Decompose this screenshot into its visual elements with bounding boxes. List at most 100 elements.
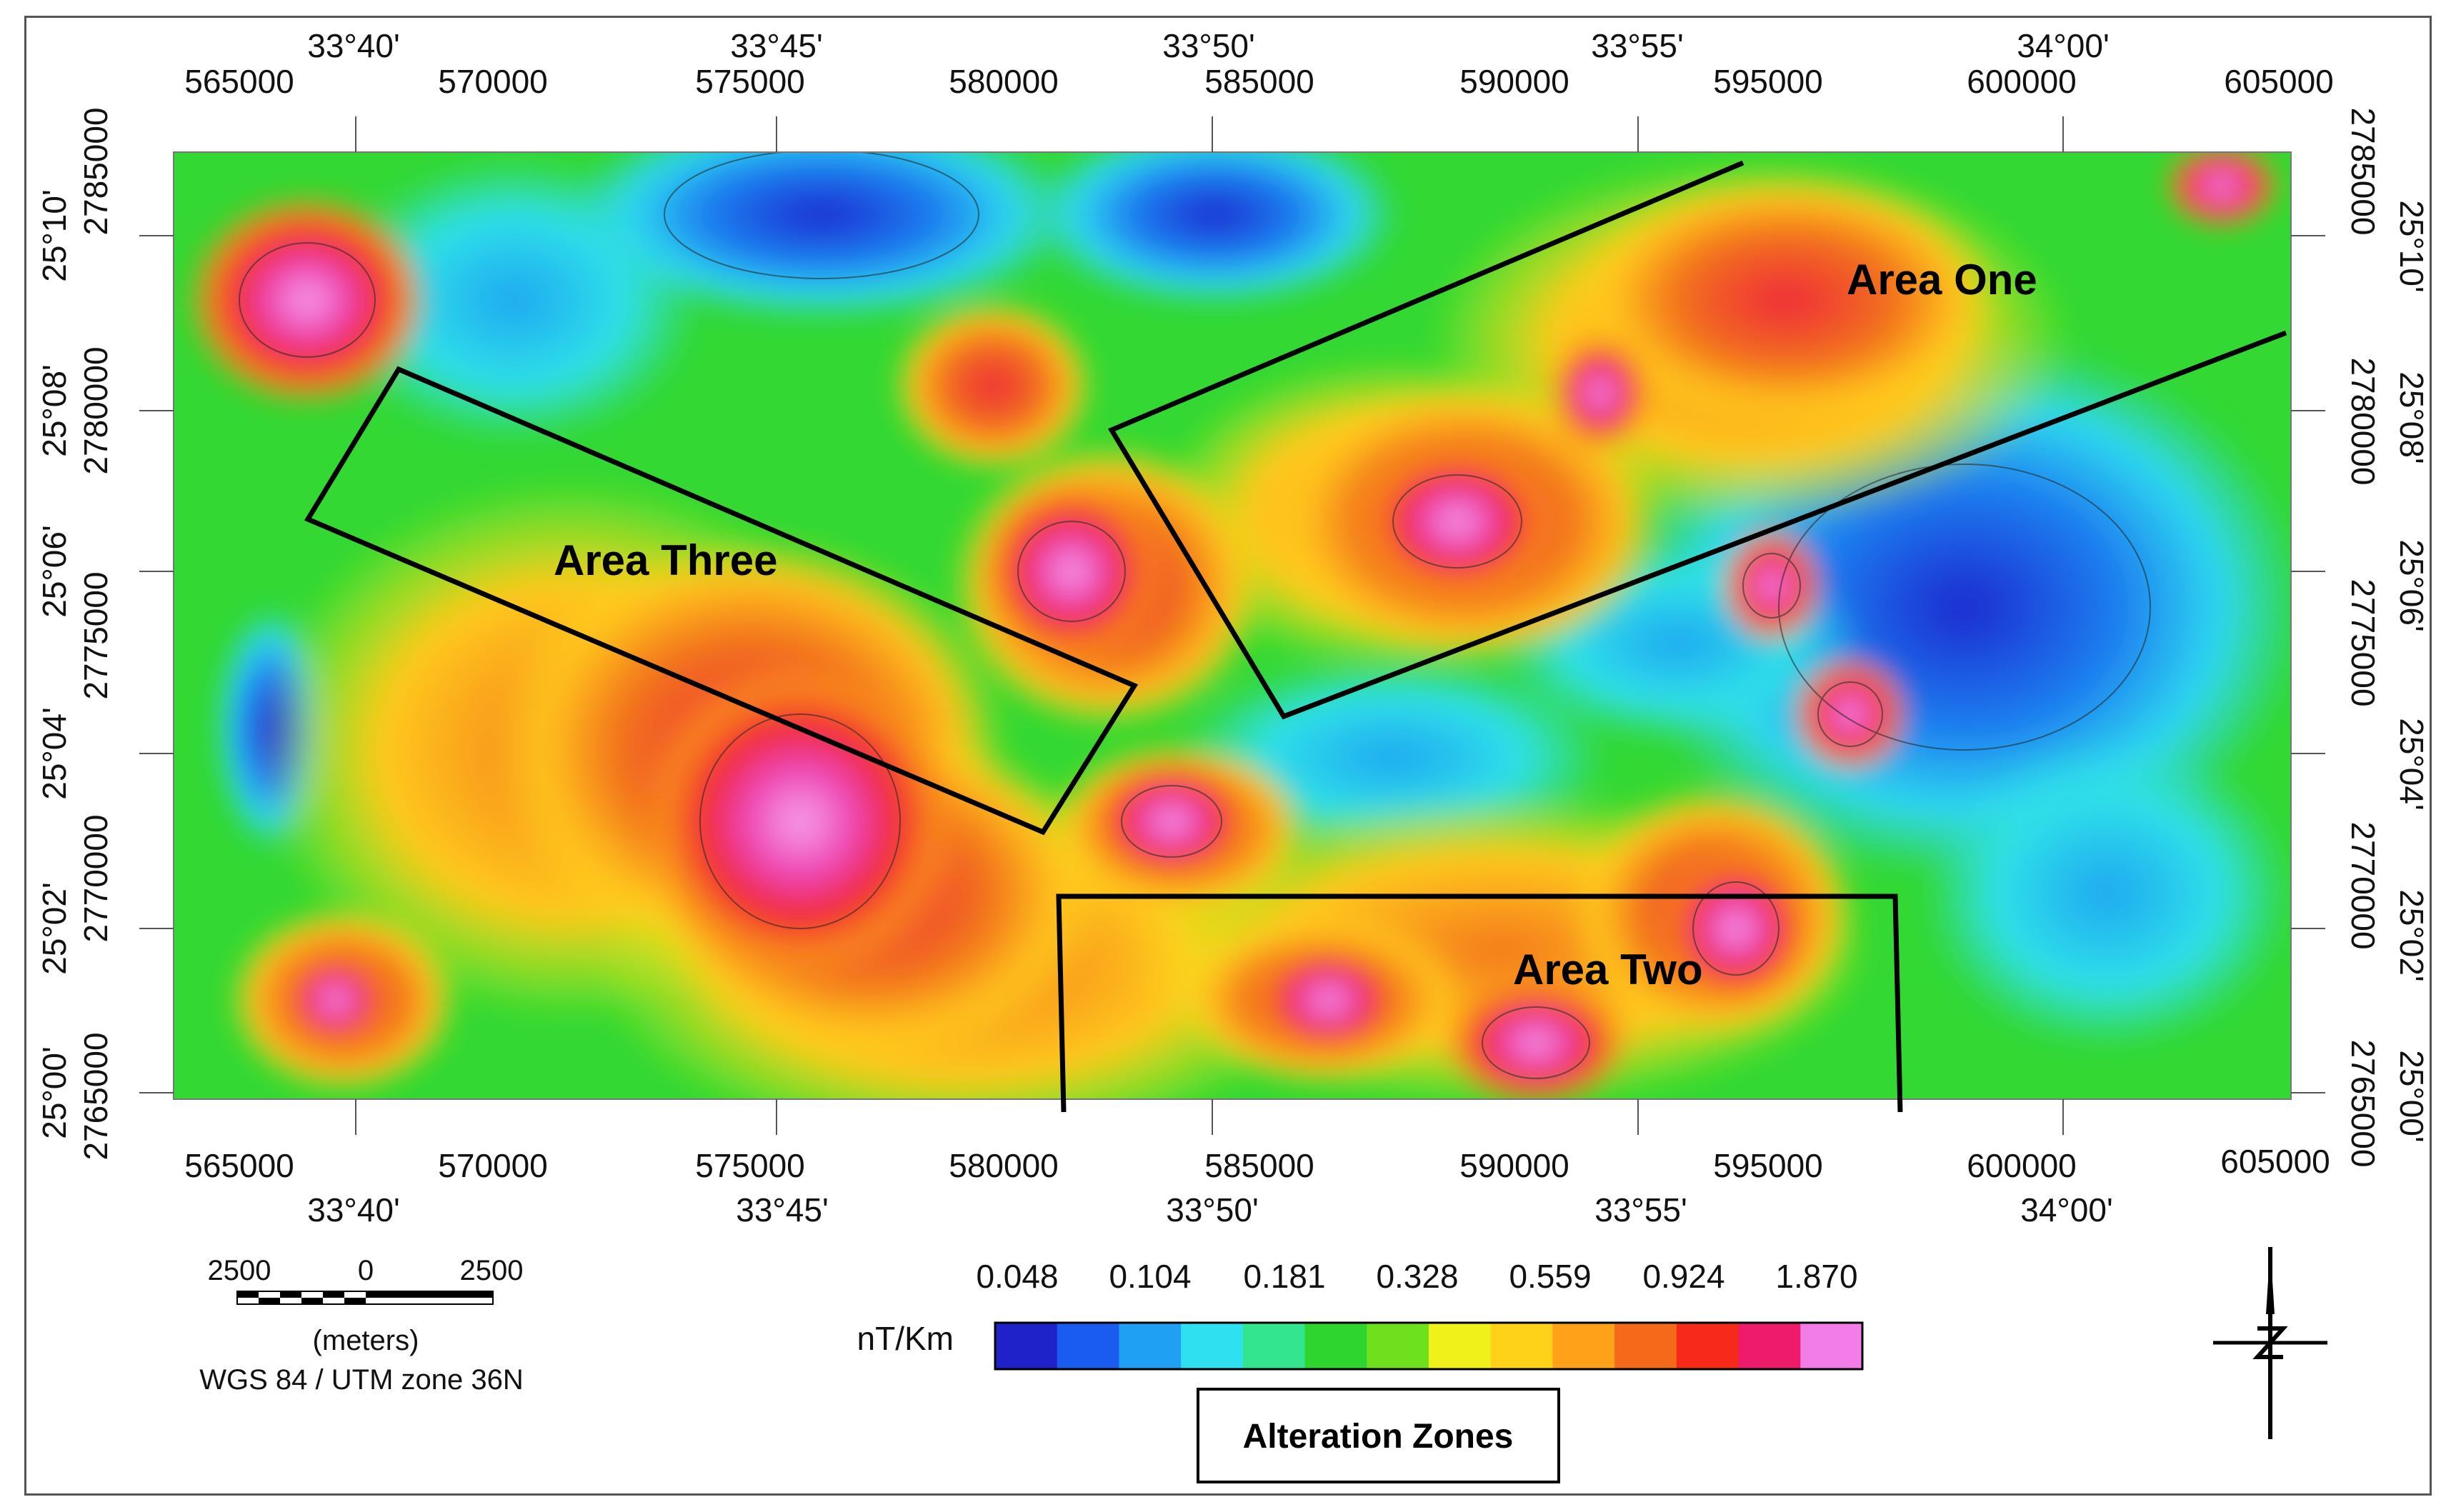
top-easting-label: 595000 xyxy=(1713,63,1823,100)
legend-break: 0.559 xyxy=(1509,1258,1591,1295)
top-easting-label: 575000 xyxy=(695,63,805,100)
top-easting-label: 580000 xyxy=(949,63,1059,100)
bottom-longitude-label: 34°00' xyxy=(2020,1191,2113,1228)
legend-color-swatch xyxy=(1367,1323,1429,1369)
scale-label-zero: 0 xyxy=(358,1255,374,1286)
legend-color-swatch xyxy=(1738,1323,1802,1369)
figure-frame xyxy=(24,16,2432,1496)
bottom-easting-label: 595000 xyxy=(1713,1147,1823,1184)
legend-color-bar xyxy=(995,1323,1863,1369)
projection-label: WGS 84 / UTM zone 36N xyxy=(199,1364,523,1396)
scale-bar: 2500 0 2500 (meters) WGS 84 / UTM zone 3… xyxy=(199,1255,523,1396)
bottom-longitude-label: 33°40' xyxy=(307,1191,400,1228)
scale-label-right: 2500 xyxy=(460,1255,524,1286)
bottom-easting-label: 580000 xyxy=(949,1147,1059,1184)
area-one-label: Area One xyxy=(1847,256,2037,304)
left-northing-labels: 2785000 2780000 2775000 2770000 2765000 xyxy=(77,107,114,1160)
legend-title: Alteration Zones xyxy=(1243,1418,1514,1456)
legend-color-swatch xyxy=(1181,1323,1244,1369)
top-easting-label: 565000 xyxy=(184,63,294,100)
bottom-easting-label: 570000 xyxy=(438,1147,548,1184)
legend-breaks: 0.048 0.104 0.181 0.328 0.559 0.924 1.87… xyxy=(976,1258,1857,1295)
bottom-easting-label: 600000 xyxy=(1967,1147,2077,1184)
top-longitude-label: 34°00' xyxy=(2017,27,2110,64)
legend-break: 0.924 xyxy=(1642,1258,1724,1295)
area-three-outline xyxy=(304,366,1139,836)
left-northing-label: 2770000 xyxy=(77,814,114,942)
legend-break: 1.870 xyxy=(1775,1258,1857,1295)
north-arrow-icon xyxy=(2213,1247,2327,1439)
axis-ticks xyxy=(139,116,2325,1135)
bottom-easting-label: 575000 xyxy=(695,1147,805,1184)
right-latitude-labels: 25°10' 25°08' 25°06' 25°04' 25°02' 25°00… xyxy=(2393,200,2430,1143)
top-easting-label: 590000 xyxy=(1459,63,1569,100)
top-longitude-label: 33°45' xyxy=(730,27,823,64)
right-northing-label: 2770000 xyxy=(2345,821,2382,949)
left-northing-label: 2780000 xyxy=(77,346,114,474)
left-latitude-label: 25°00' xyxy=(36,1046,73,1139)
legend-break: 0.104 xyxy=(1109,1258,1191,1295)
legend-title-box xyxy=(1197,1388,1560,1483)
right-northing-label: 2775000 xyxy=(2345,579,2382,706)
area-two-outline xyxy=(1056,893,1903,1113)
right-latitude-label: 25°08' xyxy=(2393,371,2430,464)
top-longitude-label: 33°50' xyxy=(1162,27,1255,64)
legend-color-swatch xyxy=(1614,1323,1677,1369)
legend-color-swatch xyxy=(995,1323,1058,1369)
left-latitude-label: 25°04' xyxy=(36,707,73,800)
top-longitude-labels: 33°40' 33°45' 33°50' 33°55' 34°00' xyxy=(307,27,2110,64)
bottom-longitude-label: 33°45' xyxy=(736,1191,829,1228)
area-two-label: Area Two xyxy=(1513,946,1703,993)
legend-color-swatch xyxy=(1800,1323,1863,1369)
legend-break: 0.328 xyxy=(1376,1258,1458,1295)
top-longitude-label: 33°55' xyxy=(1591,27,1684,64)
bottom-easting-label: 585000 xyxy=(1204,1147,1314,1184)
right-latitude-label: 25°06' xyxy=(2393,539,2430,632)
legend: 0.048 0.104 0.181 0.328 0.559 0.924 1.87… xyxy=(857,1258,1864,1483)
right-northing-labels: 2785000 2780000 2775000 2770000 2765000 xyxy=(2345,107,2382,1167)
right-latitude-label: 25°02' xyxy=(2393,889,2430,982)
legend-color-swatch xyxy=(1490,1323,1554,1369)
left-northing-label: 2775000 xyxy=(77,571,114,699)
bottom-easting-labels: 565000 570000 575000 580000 585000 59000… xyxy=(184,1143,2330,1184)
left-latitude-labels: 25°10' 25°08' 25°06' 25°04' 25°02' 25°00… xyxy=(36,189,73,1139)
top-easting-label: 585000 xyxy=(1204,63,1314,100)
legend-break: 0.181 xyxy=(1243,1258,1325,1295)
right-northing-label: 2780000 xyxy=(2345,357,2382,485)
right-latitude-label: 25°00' xyxy=(2393,1050,2430,1143)
legend-color-swatch xyxy=(1429,1323,1492,1369)
top-longitude-label: 33°40' xyxy=(307,27,400,64)
right-latitude-label: 25°04' xyxy=(2393,718,2430,811)
bottom-easting-label: 590000 xyxy=(1459,1147,1569,1184)
legend-color-swatch xyxy=(1242,1323,1306,1369)
top-easting-label: 600000 xyxy=(1967,63,2077,100)
area-one-outline xyxy=(1107,160,2287,720)
legend-break: 0.048 xyxy=(976,1258,1058,1295)
bottom-longitude-labels: 33°40' 33°45' 33°50' 33°55' 34°00' xyxy=(307,1191,2113,1228)
legend-color-swatch xyxy=(1676,1323,1739,1369)
left-latitude-label: 25°10' xyxy=(36,189,73,282)
left-latitude-label: 25°08' xyxy=(36,364,73,457)
legend-color-swatch xyxy=(1119,1323,1182,1369)
legend-unit: nT/Km xyxy=(857,1320,954,1357)
legend-color-swatch xyxy=(1304,1323,1368,1369)
scale-unit: (meters) xyxy=(313,1325,419,1356)
bottom-easting-label: 565000 xyxy=(184,1147,294,1184)
bottom-longitude-label: 33°55' xyxy=(1594,1191,1687,1228)
left-northing-label: 2785000 xyxy=(77,107,114,235)
top-easting-labels: 565000 570000 575000 580000 585000 59000… xyxy=(184,63,2334,100)
bottom-longitude-label: 33°50' xyxy=(1166,1191,1259,1228)
right-latitude-label: 25°10' xyxy=(2393,200,2430,293)
area-three-label: Area Three xyxy=(554,536,777,584)
scale-label-left: 2500 xyxy=(208,1255,271,1286)
map-border xyxy=(173,151,2292,1100)
left-latitude-label: 25°02' xyxy=(36,882,73,975)
legend-color-swatch xyxy=(1552,1323,1616,1369)
bottom-easting-label: 605000 xyxy=(2220,1143,2330,1180)
area-outlines xyxy=(304,160,2287,1113)
top-easting-label: 570000 xyxy=(438,63,548,100)
right-northing-label: 2765000 xyxy=(2345,1039,2382,1167)
anomaly-map xyxy=(174,152,2291,1099)
left-northing-label: 2765000 xyxy=(77,1032,114,1160)
left-latitude-label: 25°06' xyxy=(36,525,73,618)
